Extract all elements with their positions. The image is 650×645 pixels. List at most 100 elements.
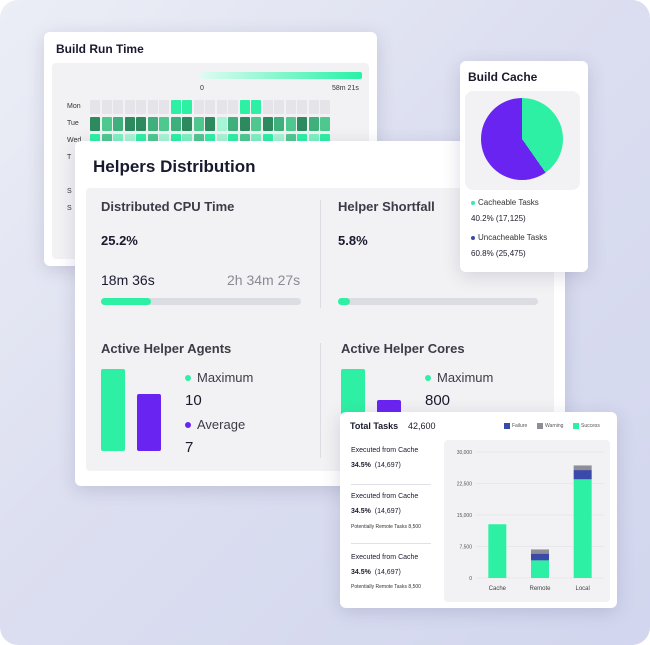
- row-value: 34.5% (14,697): [351, 462, 401, 469]
- heatmap-cell: [320, 117, 330, 131]
- cores-maximum-value: 800: [425, 392, 451, 409]
- agents-maximum-bar: [101, 369, 125, 451]
- total-tasks-title: Total Tasks: [350, 421, 399, 431]
- uncacheable-dot: [471, 236, 475, 240]
- heatmap-cell: [101, 117, 112, 131]
- heatmap-row: [90, 117, 330, 131]
- cpu-time-progress-fill: [101, 298, 152, 305]
- heatmap-cell: [136, 117, 146, 131]
- y-tick-label: 7,500: [459, 545, 472, 551]
- success-swatch: [573, 423, 579, 429]
- heatmap-day-label: T: [67, 154, 72, 161]
- heatmap-cell: [193, 117, 204, 131]
- heatmap-cell: [113, 117, 123, 131]
- row-note: Potentially Remote Tasks 8,500: [351, 524, 421, 530]
- heatmap-cell: [297, 117, 307, 131]
- heatmap-cell: [193, 100, 204, 114]
- heatmap-cell: [124, 100, 135, 114]
- cpu-time-progress-track: [101, 298, 301, 305]
- row-heading: Executed from Cache: [351, 493, 419, 500]
- heatmap-cell: [205, 117, 215, 131]
- cacheable-dot: [471, 201, 475, 205]
- heatmap-cell: [170, 117, 181, 131]
- heatmap-cell: [251, 100, 261, 114]
- heatmap-cell: [182, 117, 192, 131]
- heatmap-cell: [308, 100, 319, 114]
- x-tick-label: Local: [575, 586, 589, 592]
- y-tick-label: 30,000: [457, 450, 473, 456]
- agents-maximum-label: Maximum: [197, 370, 254, 385]
- legend-success: Success: [581, 423, 600, 429]
- row-value: 34.5% (14,697): [351, 569, 401, 576]
- total-tasks-chart-panel: 30,000 22,500 15,000 7,500 0 Cache Remote Local: [444, 440, 610, 602]
- agents-average-label: Average: [197, 417, 246, 432]
- heatmap-cell: [205, 100, 215, 114]
- cpu-time-used: 18m 36s: [101, 272, 155, 288]
- heatmap-cell: [101, 100, 112, 114]
- heatmap-legend-gradient: [200, 72, 362, 79]
- heatmap-cell: [113, 100, 123, 114]
- heatmap-cell: [239, 100, 250, 114]
- heatmap-cell: [251, 117, 261, 131]
- heatmap-day-label: Wed: [67, 137, 82, 144]
- heatmap-cell: [182, 100, 192, 114]
- heatmap-cell: [159, 100, 169, 114]
- heatmap-cell: [285, 100, 296, 114]
- bar-segment-success: [531, 560, 549, 578]
- heatmap-cell: [147, 100, 158, 114]
- heatmap-cell: [90, 117, 100, 131]
- heatmap-cell: [262, 117, 273, 131]
- helper-shortfall-progress-track: [338, 298, 538, 305]
- x-tick-label: Cache: [489, 586, 507, 592]
- heatmap-legend-max: 58m 21s: [332, 85, 359, 92]
- heatmap-cell: [90, 100, 100, 114]
- agents-average-bar: [137, 393, 161, 451]
- bar-segment-success: [573, 479, 592, 578]
- cores-maximum-label: Maximum: [437, 370, 494, 385]
- heatmap-cell: [136, 100, 146, 114]
- heatmap-cell: [274, 100, 284, 114]
- total-tasks-value: 42,600: [408, 421, 436, 431]
- heatmap-cell: [239, 117, 250, 131]
- maximum-dot: [185, 375, 191, 381]
- y-tick-label: 15,000: [457, 513, 473, 519]
- active-helper-agents-heading: Active Helper Agents: [101, 341, 232, 356]
- heatmap-day-label: S: [67, 188, 72, 195]
- uncacheable-value: 60.8% (25,475): [471, 249, 526, 258]
- heatmap-cell: [159, 117, 169, 131]
- heatmap-day-label: S: [67, 205, 72, 212]
- average-dot: [185, 422, 191, 428]
- row-note: Potentially Remote Tasks 8,500: [351, 584, 421, 590]
- row-heading: Executed from Cache: [351, 447, 419, 454]
- heatmap-row: [90, 100, 330, 114]
- total-tasks-card: Total Tasks 42,600 Failure Warning Succe…: [340, 412, 617, 608]
- heatmap-cell: [262, 100, 273, 114]
- helpers-distribution-title: Helpers Distribution: [93, 157, 256, 176]
- agents-maximum-value: 10: [185, 392, 202, 409]
- divider: [320, 200, 321, 308]
- failure-swatch: [504, 423, 510, 429]
- heatmap-cell: [124, 117, 135, 131]
- bar-segment-failure: [531, 553, 549, 561]
- y-tick-label: 22,500: [457, 482, 473, 488]
- cpu-time-total: 2h 34m 27s: [227, 272, 301, 288]
- y-tick-label: 0: [469, 576, 472, 582]
- cpu-time-percent: 25.2%: [101, 233, 138, 248]
- warning-swatch: [537, 423, 543, 429]
- total-tasks-bar-chart: 30,000 22,500 15,000 7,500 0 Cache Remote Local: [457, 450, 604, 592]
- bar-segment-warning: [573, 465, 592, 471]
- bar-segment-failure: [573, 470, 592, 480]
- active-helper-cores-heading: Active Helper Cores: [341, 341, 465, 356]
- heatmap-day-label: Mon: [67, 103, 81, 110]
- maximum-dot: [425, 375, 431, 381]
- heatmap-cell: [297, 100, 307, 114]
- heatmap-cell: [216, 117, 227, 131]
- heatmap-legend-min: 0: [200, 85, 204, 92]
- x-tick-label: Remote: [529, 586, 551, 592]
- build-run-time-title: Build Run Time: [56, 42, 144, 56]
- heatmap-cell: [274, 117, 284, 131]
- cache-pie-chart: [481, 98, 563, 180]
- heatmap-cell: [285, 117, 296, 131]
- legend-warning: Warning: [545, 423, 564, 429]
- heatmap-cell: [216, 100, 227, 114]
